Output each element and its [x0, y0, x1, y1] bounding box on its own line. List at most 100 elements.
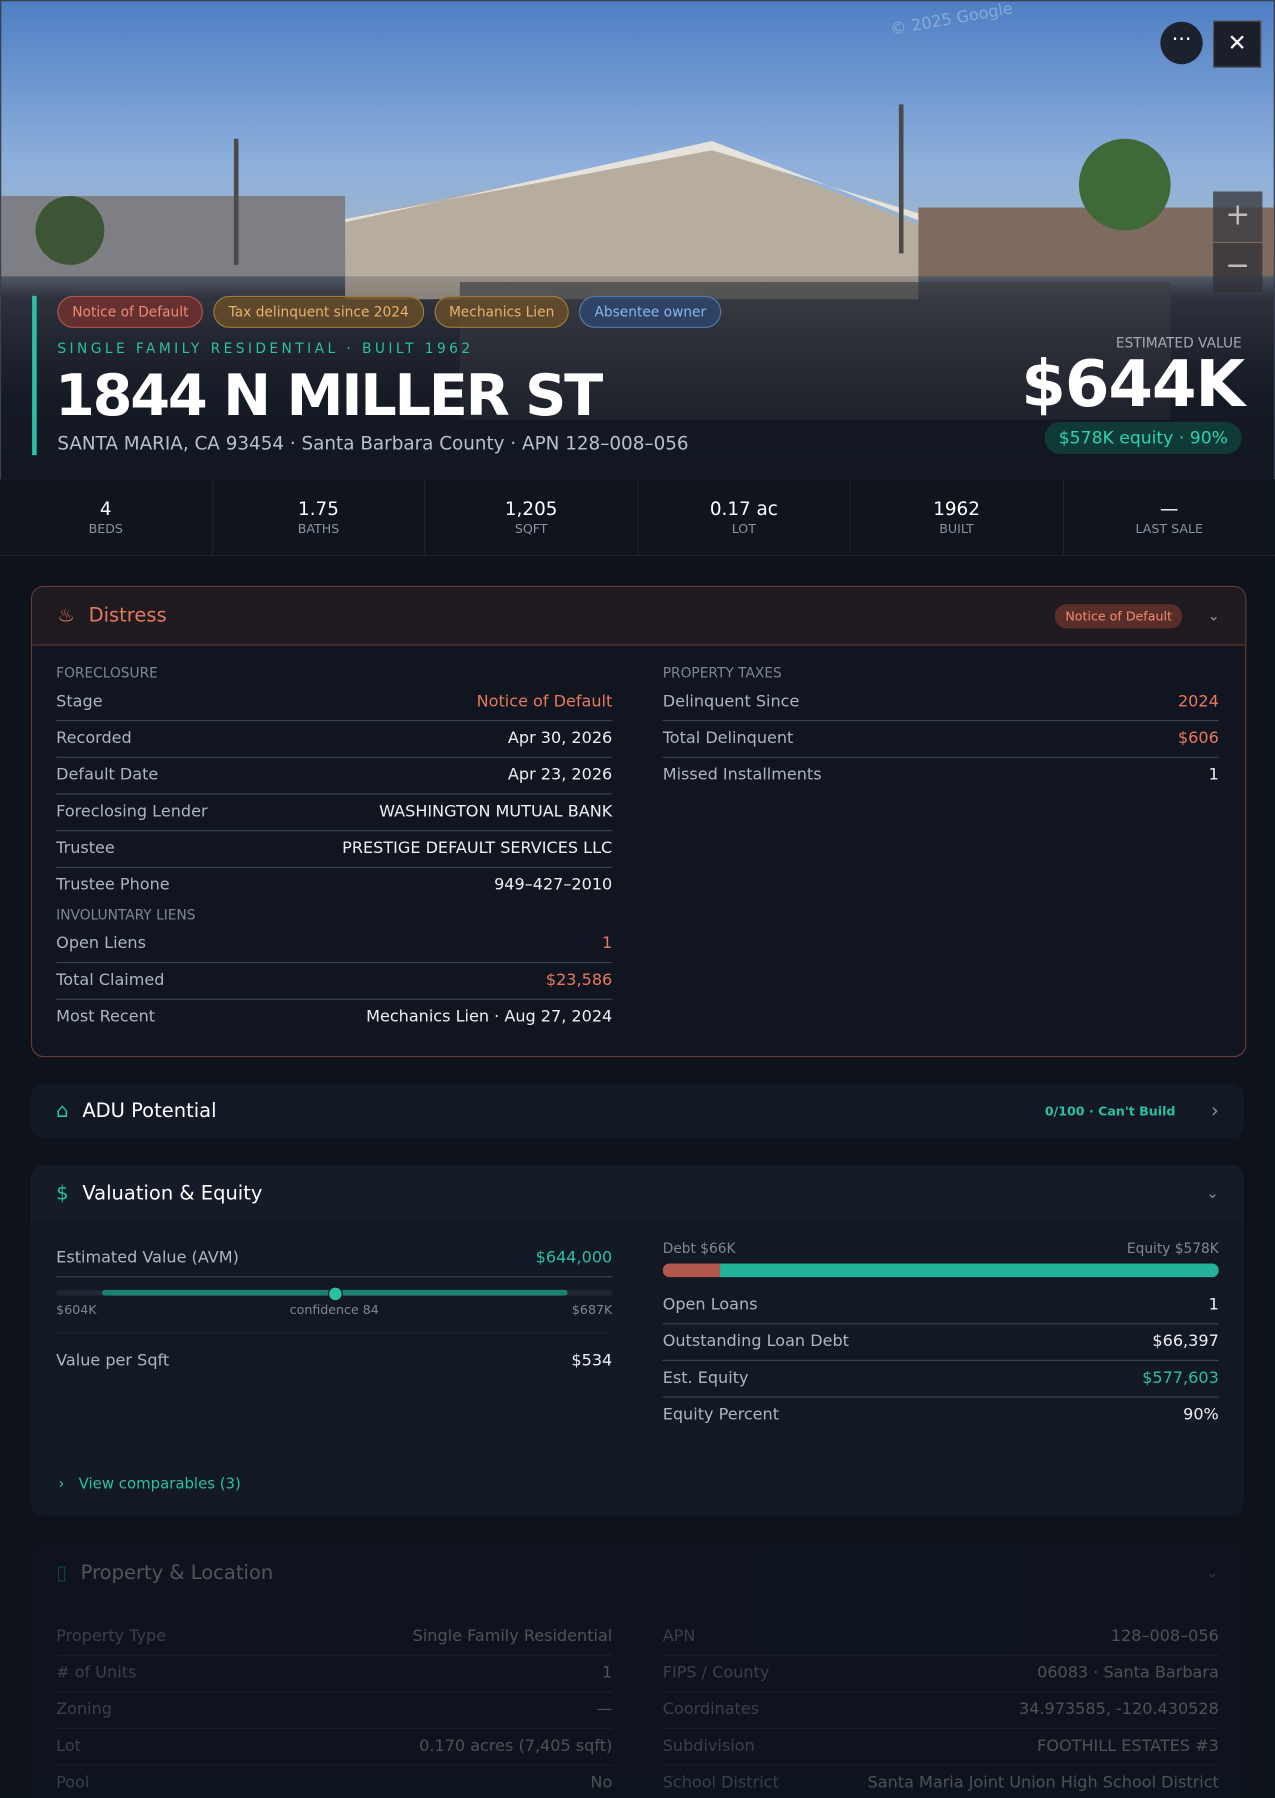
row-label: APN	[662, 1626, 696, 1646]
row-label: Total Delinquent	[662, 729, 794, 748]
zoom-out[interactable]: −	[1213, 243, 1263, 293]
row-label: Trustee Phone	[56, 875, 170, 895]
row-label: Value per Sqft	[56, 1351, 170, 1371]
row-label: Lot	[56, 1737, 81, 1756]
property-card: ▯ Property & Location ⌄ Property Type Sing…	[30, 1544, 1245, 1798]
stat-label: BEDS	[88, 521, 123, 537]
valuation-header[interactable]: $ Valuation & Equity ⌄	[30, 1164, 1245, 1223]
distress-header[interactable]: ♨ Distress Notice of Default ⌄	[32, 587, 1246, 646]
stat-label: SQFT	[514, 521, 548, 537]
row-value: Apr 30, 2026	[507, 729, 613, 748]
detail-row: Open Loans 1	[662, 1288, 1219, 1325]
tag: Notice of Default	[57, 295, 204, 328]
detail-row: APN 128–008–056	[662, 1619, 1219, 1656]
row-list: Stage Notice of Default Recorded Apr 30, 20…	[56, 685, 612, 904]
link-text: View comparables (3)	[78, 1475, 241, 1493]
stat-value: 1962	[933, 497, 980, 520]
stat-label: BATHS	[297, 521, 340, 537]
group-heading: INVOLUNTARY LIENS	[56, 906, 196, 923]
row-list: APN 128–008–056 FIPS / County 06083 · Santa…	[662, 1619, 1219, 1798]
row-label: Total Claimed	[56, 971, 165, 990]
row-value: —	[596, 1700, 613, 1719]
row-value: No	[590, 1773, 613, 1793]
row-value: 949–427–2010	[494, 875, 613, 895]
row-value: 128–008–056	[1110, 1626, 1219, 1646]
stat-value: —	[1160, 497, 1179, 520]
row-value: $644,000	[535, 1248, 613, 1267]
group-heading: PROPERTY TAXES	[662, 665, 782, 682]
stat: 1962 BUILT	[851, 479, 1064, 555]
detail-row: Subdivision FOOTHILL ESTATES #3	[662, 1729, 1219, 1766]
location: SANTA MARIA, CA 93454 · Santa Barbara Co…	[57, 432, 689, 455]
detail-row: Foreclosing Lender WASHINGTON MUTUAL BANK	[56, 795, 612, 832]
tag: Mechanics Lien	[434, 295, 570, 328]
row-value: Notice of Default	[476, 692, 613, 711]
stat-value: 0.17 ac	[709, 497, 778, 520]
taxes-column: PROPERTY TAXES Delinquent Since 2024 Total…	[662, 662, 1219, 794]
valuation-card: $ Valuation & Equity ⌄ Estimated Value (A…	[30, 1164, 1245, 1516]
group-heading: FORECLOSURE	[56, 665, 158, 682]
detail-row: Value per Sqft $534	[56, 1344, 612, 1380]
flame-icon: ♨	[57, 604, 75, 628]
row-label: Default Date	[56, 765, 159, 785]
row-label: FIPS / County	[662, 1663, 770, 1683]
dollar-icon: $	[56, 1182, 69, 1206]
detail-row: Recorded Apr 30, 2026	[56, 721, 612, 758]
row-label: Foreclosing Lender	[56, 802, 208, 821]
detail-row: Est. Equity $577,603	[662, 1361, 1219, 1398]
range-low: $604K	[56, 1302, 97, 1318]
adu-card[interactable]: ⌂ ADU Potential 0/100 · Can't Build ›	[30, 1083, 1245, 1139]
row-label: Recorded	[56, 729, 132, 748]
zoom-in[interactable]: +	[1213, 191, 1263, 242]
avm-column: Estimated Value (AVM) $644,000 $604K conf…	[56, 1241, 612, 1380]
row-label: Open Liens	[56, 934, 146, 953]
stat: 1.75 BATHS	[213, 479, 426, 555]
row-value: 06083 · Santa Barbara	[1037, 1663, 1219, 1683]
row-list: Delinquent Since 2024 Total Delinquent $606…	[662, 685, 1219, 794]
detail-row: Missed Installments 1	[663, 758, 1219, 794]
stat-value: 1.75	[298, 497, 339, 520]
row-label: Estimated Value (AVM)	[56, 1248, 239, 1267]
stat: 4 BEDS	[0, 479, 213, 555]
foreclosure-column: FORECLOSURE Stage Notice of Default Record…	[56, 662, 612, 1036]
row-value: 1	[1208, 765, 1219, 785]
row-value: Apr 23, 2026	[507, 765, 613, 785]
close-button[interactable]: ✕	[1213, 20, 1262, 68]
equity-column: Debt $66K Equity $578K Open Loans 1 Outstan…	[662, 1240, 1219, 1434]
accent-bar	[32, 295, 37, 456]
comparables-link[interactable]: › View comparables (3)	[58, 1475, 241, 1493]
row-value: Santa Maria Joint Union High School Dist…	[867, 1773, 1219, 1793]
detail-row: Pool No	[56, 1766, 612, 1798]
detail-row: Lot 0.170 acres (7,405 sqft)	[56, 1729, 612, 1766]
row-label: # of Units	[56, 1663, 137, 1683]
row-list: Open Loans 1 Outstanding Loan Debt $66,397 E…	[662, 1288, 1219, 1434]
detail-row: Coordinates 34.973585, -120.430528	[662, 1692, 1219, 1730]
stat-value: 1,205	[504, 497, 558, 520]
subtitle: SINGLE FAMILY RESIDENTIAL · BUILT 1962	[57, 340, 474, 357]
chevron: ›	[1211, 1099, 1219, 1123]
section-title: Distress	[88, 604, 167, 628]
row-list: Property Type Single Family Residential # …	[56, 1619, 612, 1798]
detail-row: # of Units 1	[56, 1656, 612, 1693]
more-button[interactable]: ···	[1160, 21, 1203, 65]
row-label: Equity Percent	[662, 1405, 779, 1425]
stat: 1,205 SQFT	[425, 479, 639, 555]
row-label: Trustee	[56, 839, 115, 858]
building-icon: ▯	[56, 1561, 67, 1585]
detail-row: Delinquent Since 2024	[662, 685, 1219, 722]
row-label: Subdivision	[662, 1737, 755, 1756]
row-label: School District	[662, 1773, 779, 1793]
row-label: Coordinates	[662, 1700, 760, 1719]
row-value: 1	[602, 1663, 613, 1683]
row-label: Outstanding Loan Debt	[662, 1332, 849, 1351]
stat: — LAST SALE	[1063, 479, 1275, 555]
range-marker	[327, 1286, 343, 1302]
detail-row: Open Liens 1	[56, 926, 612, 964]
equity-label: Equity $578K	[1126, 1240, 1219, 1257]
detail-row: Property Type Single Family Residential	[56, 1619, 612, 1656]
chevron: ⌄	[1207, 607, 1220, 625]
row-value: 1	[1208, 1295, 1219, 1314]
estimate-label: ESTIMATED VALUE	[1115, 334, 1242, 351]
property-header[interactable]: ▯ Property & Location ⌄	[31, 1544, 1244, 1601]
